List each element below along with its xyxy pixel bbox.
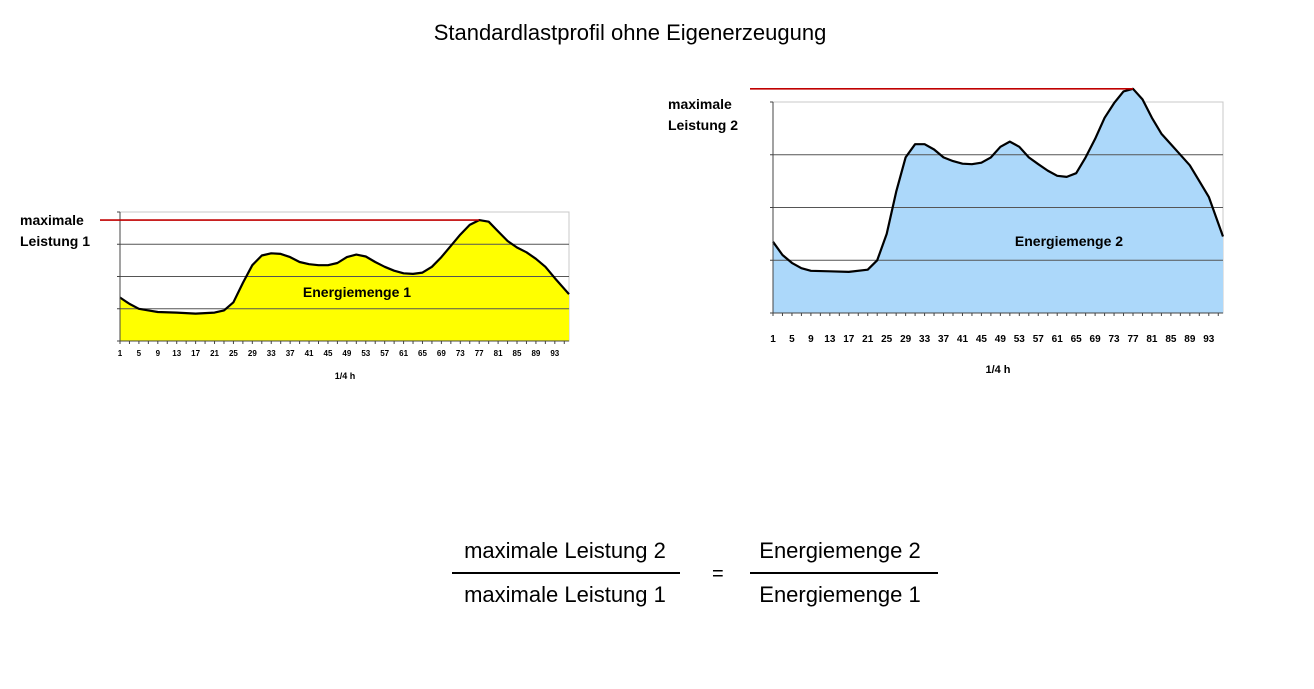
x-tick-label: 57 — [380, 349, 389, 358]
x-tick-label: 13 — [172, 349, 181, 358]
x-tick-label: 57 — [1033, 334, 1045, 345]
x-tick-label: 33 — [267, 349, 276, 358]
x-tick-label: 69 — [1090, 334, 1102, 345]
x-tick-label: 13 — [824, 334, 836, 345]
x-tick-label: 21 — [210, 349, 219, 358]
x-tick-label: 77 — [1127, 334, 1139, 345]
x-tick-label: 1 — [770, 334, 776, 345]
x-tick-label: 41 — [305, 349, 314, 358]
page-title: Standardlastprofil ohne Eigenerzeugung — [433, 20, 827, 45]
x-tick-label: 5 — [789, 334, 795, 345]
x-tick-label: 65 — [1071, 334, 1083, 345]
x-tick-label: 49 — [342, 349, 351, 358]
formula-denominator-right: Energiemenge 1 — [759, 582, 921, 607]
x-tick-label: 85 — [513, 349, 522, 358]
x-axis-label: 1/4 h — [985, 364, 1010, 376]
x-tick-label: 37 — [286, 349, 295, 358]
x-tick-label: 21 — [862, 334, 874, 345]
x-tick-label: 93 — [1203, 334, 1215, 345]
x-tick-label: 73 — [1108, 334, 1120, 345]
x-tick-label: 69 — [437, 349, 446, 358]
area-label: Energiemenge 2 — [1015, 233, 1123, 249]
x-tick-label: 49 — [995, 334, 1007, 345]
x-axis-label: 1/4 h — [335, 371, 356, 381]
x-tick-label: 45 — [976, 334, 988, 345]
x-tick-label: 61 — [399, 349, 408, 358]
x-tick-label: 81 — [1146, 334, 1158, 345]
x-tick-label: 89 — [1184, 334, 1196, 345]
x-tick-label: 17 — [843, 334, 855, 345]
x-tick-label: 65 — [418, 349, 427, 358]
x-tick-label: 17 — [191, 349, 200, 358]
fraction-line-left — [452, 572, 680, 574]
x-tick-label: 61 — [1052, 334, 1064, 345]
x-tick-label: 53 — [1014, 334, 1026, 345]
x-tick-label: 29 — [248, 349, 257, 358]
area-label: Energiemenge 1 — [303, 284, 411, 300]
formula-numerator-left: maximale Leistung 2 — [464, 538, 666, 563]
formula-denominator-left: maximale Leistung 1 — [464, 582, 666, 607]
area-fill — [120, 220, 569, 341]
x-tick-label: 33 — [919, 334, 931, 345]
x-tick-label: 25 — [229, 349, 238, 358]
formula-numerator-right: Energiemenge 2 — [759, 538, 921, 563]
x-tick-label: 1 — [118, 349, 123, 358]
x-tick-label: 41 — [957, 334, 969, 345]
x-tick-label: 29 — [900, 334, 912, 345]
x-tick-label: 73 — [456, 349, 465, 358]
series-line — [119, 219, 570, 315]
x-tick-label: 37 — [938, 334, 950, 345]
max-label-2: maximale Leistung 2 — [668, 96, 739, 133]
x-tick-label: 5 — [137, 349, 142, 358]
x-tick-label: 9 — [156, 349, 161, 358]
x-tick-label: 77 — [475, 349, 484, 358]
formula-equals: = — [712, 563, 724, 585]
area-fill — [773, 88, 1223, 313]
fraction-line-right — [750, 572, 938, 574]
x-tick-label: 93 — [550, 349, 559, 358]
series-line — [772, 87, 1225, 273]
x-tick-label: 45 — [324, 349, 333, 358]
x-tick-label: 89 — [531, 349, 540, 358]
max-label-1: maximale Leistung 1 — [20, 212, 91, 249]
x-tick-label: 53 — [361, 349, 370, 358]
x-tick-label: 85 — [1165, 334, 1177, 345]
x-tick-label: 9 — [808, 334, 814, 345]
x-tick-label: 25 — [881, 334, 893, 345]
x-tick-label: 81 — [494, 349, 503, 358]
